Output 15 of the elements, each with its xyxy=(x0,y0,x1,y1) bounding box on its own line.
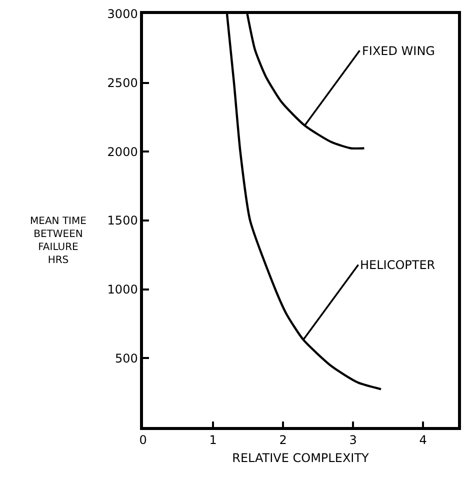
x-tick-label: 3 xyxy=(349,433,357,448)
y-axis-title: MEAN TIME BETWEEN FAILURE HRS xyxy=(30,216,86,266)
y-tick-label: 3000 xyxy=(107,7,138,22)
y-tick-label: 1500 xyxy=(107,214,138,228)
x-tick-label: 0 xyxy=(139,433,147,448)
annotation: FIXED WING xyxy=(362,44,435,58)
x-tick-label: 1 xyxy=(209,433,217,448)
y-tick-label: 1000 xyxy=(107,282,138,297)
x-axis-title: RELATIVE COMPLEXITY xyxy=(232,451,370,466)
y-tick-label: 2000 xyxy=(107,144,138,159)
y-tick-label: 2500 xyxy=(107,76,138,90)
y-tick-label: 500 xyxy=(114,351,138,366)
annotation: HELICOPTER xyxy=(360,258,436,272)
x-tick-label: 4 xyxy=(419,433,427,448)
x-tick-label: 2 xyxy=(279,433,287,448)
